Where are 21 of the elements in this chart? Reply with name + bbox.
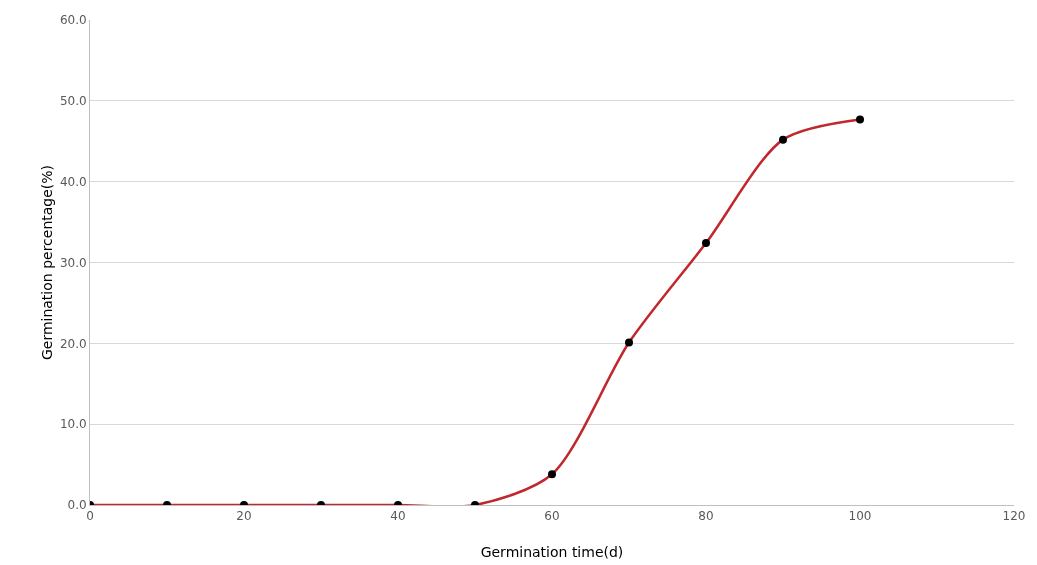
y-tick-label: 50.0 [59, 94, 87, 109]
x-tick-label: 20 [236, 509, 252, 524]
x-tick-label: 100 [848, 509, 872, 524]
point [856, 115, 864, 124]
y-tick-label: 30.0 [59, 255, 87, 270]
x-axis-title: Germination time(d) [480, 544, 624, 560]
y-axis-title: Germination percentage(%) [39, 164, 55, 361]
y-tick-label: 40.0 [59, 174, 87, 189]
x-tick-label: 120 [1002, 509, 1026, 524]
x-tick-label: 60 [544, 509, 560, 524]
point [548, 470, 556, 479]
x-tick-label: 0 [86, 509, 94, 524]
y-tick-label: 10.0 [59, 417, 87, 432]
y-tick-label: 0.0 [67, 498, 87, 513]
x-tick-label: 80 [698, 509, 714, 524]
point [702, 239, 710, 248]
point [625, 338, 633, 347]
x-tick-label: 40 [390, 509, 406, 524]
point [779, 135, 787, 144]
y-tick-label: 20.0 [59, 336, 87, 351]
y-tick-label: 60.0 [59, 13, 87, 28]
